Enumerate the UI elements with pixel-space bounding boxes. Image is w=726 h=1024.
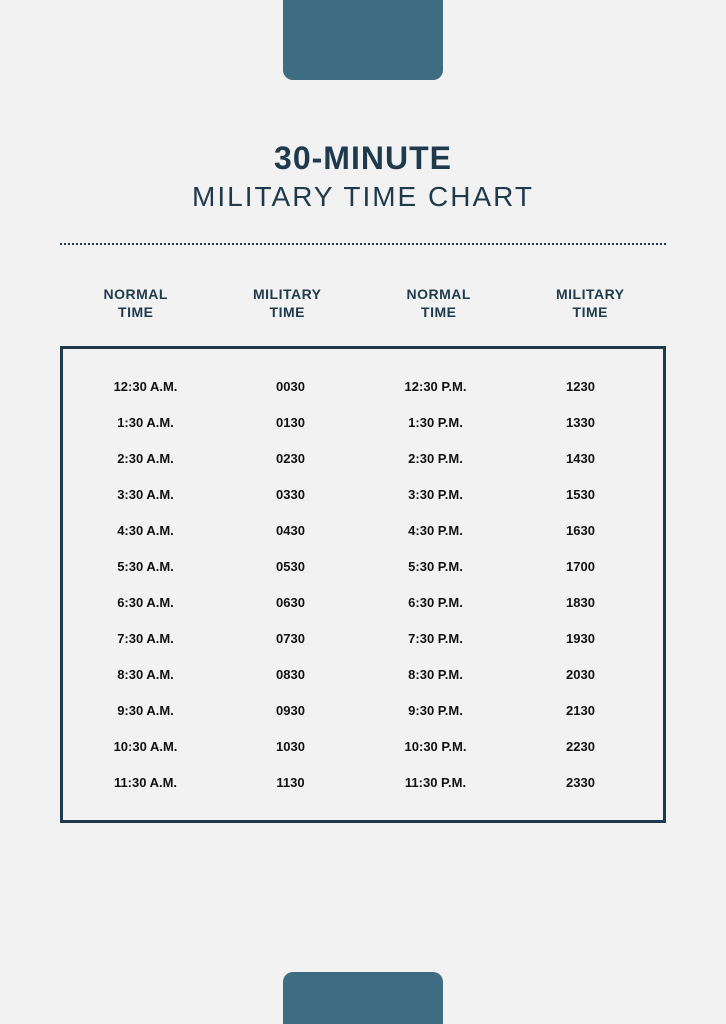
table-cell: 7:30 P.M. bbox=[363, 631, 508, 646]
bottom-accent-shape bbox=[283, 972, 443, 1024]
table-cell: 1430 bbox=[508, 451, 653, 466]
table-cell: 2:30 P.M. bbox=[363, 451, 508, 466]
table-cell: 7:30 A.M. bbox=[73, 631, 218, 646]
table-cell: 0230 bbox=[218, 451, 363, 466]
table-row: 12:30 A.M.003012:30 P.M.1230 bbox=[73, 379, 653, 394]
table-cell: 3:30 A.M. bbox=[73, 487, 218, 502]
top-accent-shape bbox=[283, 0, 443, 80]
table-cell: 1:30 P.M. bbox=[363, 415, 508, 430]
title-sub: MILITARY TIME CHART bbox=[60, 181, 666, 213]
header-col-2: MILITARY TIME bbox=[212, 285, 364, 321]
rows-container: 12:30 A.M.003012:30 P.M.1230 1:30 A.M.013… bbox=[73, 379, 653, 790]
table-cell: 5:30 A.M. bbox=[73, 559, 218, 574]
table-cell: 1:30 A.M. bbox=[73, 415, 218, 430]
table-cell: 0630 bbox=[218, 595, 363, 610]
table-row: 9:30 A.M.09309:30 P.M.2130 bbox=[73, 703, 653, 718]
table-cell: 4:30 A.M. bbox=[73, 523, 218, 538]
table-cell: 1530 bbox=[508, 487, 653, 502]
table-cell: 2:30 A.M. bbox=[73, 451, 218, 466]
table-cell: 12:30 P.M. bbox=[363, 379, 508, 394]
header-col-1: NORMAL TIME bbox=[60, 285, 212, 321]
table-cell: 4:30 P.M. bbox=[363, 523, 508, 538]
header-text: TIME bbox=[421, 304, 456, 320]
table-cell: 9:30 A.M. bbox=[73, 703, 218, 718]
table-cell: 0730 bbox=[218, 631, 363, 646]
table-cell: 2230 bbox=[508, 739, 653, 754]
table-cell: 8:30 A.M. bbox=[73, 667, 218, 682]
table-cell: 3:30 P.M. bbox=[363, 487, 508, 502]
table-cell: 9:30 P.M. bbox=[363, 703, 508, 718]
table-cell: 8:30 P.M. bbox=[363, 667, 508, 682]
table-cell: 1630 bbox=[508, 523, 653, 538]
table-cell: 1700 bbox=[508, 559, 653, 574]
table-cell: 0130 bbox=[218, 415, 363, 430]
header-text: TIME bbox=[573, 304, 608, 320]
header-text: TIME bbox=[118, 304, 153, 320]
table-cell: 2330 bbox=[508, 775, 653, 790]
table-cell: 0030 bbox=[218, 379, 363, 394]
table-cell: 1030 bbox=[218, 739, 363, 754]
table-row: 7:30 A.M.07307:30 P.M.1930 bbox=[73, 631, 653, 646]
table-cell: 6:30 A.M. bbox=[73, 595, 218, 610]
table-row: 1:30 A.M.01301:30 P.M.1330 bbox=[73, 415, 653, 430]
header-text: NORMAL bbox=[407, 286, 471, 302]
table-row: 8:30 A.M.08308:30 P.M.2030 bbox=[73, 667, 653, 682]
table-cell: 1130 bbox=[218, 775, 363, 790]
dotted-divider bbox=[60, 243, 666, 245]
title-main: 30-MINUTE bbox=[60, 140, 666, 177]
table-cell: 0930 bbox=[218, 703, 363, 718]
table-row: 2:30 A.M.02302:30 P.M.1430 bbox=[73, 451, 653, 466]
table-row: 5:30 A.M.05305:30 P.M.1700 bbox=[73, 559, 653, 574]
table-cell: 1830 bbox=[508, 595, 653, 610]
table-cell: 12:30 A.M. bbox=[73, 379, 218, 394]
table-cell: 1330 bbox=[508, 415, 653, 430]
table-row: 4:30 A.M.04304:30 P.M.1630 bbox=[73, 523, 653, 538]
table-cell: 1230 bbox=[508, 379, 653, 394]
table-cell: 0530 bbox=[218, 559, 363, 574]
table-cell: 2030 bbox=[508, 667, 653, 682]
table-cell: 10:30 A.M. bbox=[73, 739, 218, 754]
table-cell: 0830 bbox=[218, 667, 363, 682]
header-col-3: NORMAL TIME bbox=[363, 285, 515, 321]
table-row: 6:30 A.M.06306:30 P.M.1830 bbox=[73, 595, 653, 610]
table-row: 3:30 A.M.03303:30 P.M.1530 bbox=[73, 487, 653, 502]
table-cell: 11:30 A.M. bbox=[73, 775, 218, 790]
table-row: 11:30 A.M.113011:30 P.M.2330 bbox=[73, 775, 653, 790]
chart-content: 30-MINUTE MILITARY TIME CHART NORMAL TIM… bbox=[60, 140, 666, 823]
time-table: 12:30 A.M.003012:30 P.M.1230 1:30 A.M.013… bbox=[60, 346, 666, 823]
table-cell: 2130 bbox=[508, 703, 653, 718]
table-cell: 0330 bbox=[218, 487, 363, 502]
table-cell: 11:30 P.M. bbox=[363, 775, 508, 790]
header-col-4: MILITARY TIME bbox=[515, 285, 667, 321]
title-block: 30-MINUTE MILITARY TIME CHART bbox=[60, 140, 666, 213]
table-cell: 1930 bbox=[508, 631, 653, 646]
table-row: 10:30 A.M.103010:30 P.M.2230 bbox=[73, 739, 653, 754]
table-cell: 5:30 P.M. bbox=[363, 559, 508, 574]
table-cell: 6:30 P.M. bbox=[363, 595, 508, 610]
header-text: TIME bbox=[270, 304, 305, 320]
header-text: NORMAL bbox=[104, 286, 168, 302]
column-headers: NORMAL TIME MILITARY TIME NORMAL TIME MI… bbox=[60, 285, 666, 321]
table-cell: 10:30 P.M. bbox=[363, 739, 508, 754]
header-text: MILITARY bbox=[556, 286, 625, 302]
table-cell: 0430 bbox=[218, 523, 363, 538]
header-text: MILITARY bbox=[253, 286, 322, 302]
